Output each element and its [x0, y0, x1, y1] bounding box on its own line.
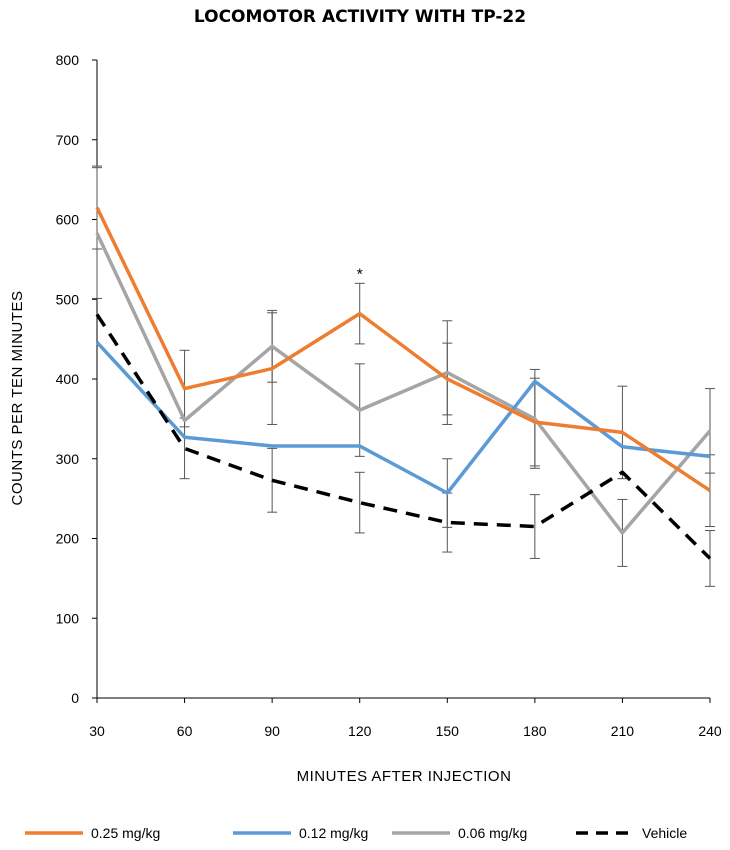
series-line-vehicle	[95, 313, 712, 560]
x-axis-title: MINUTES AFTER INJECTION	[297, 768, 512, 785]
chart-title: LOCOMOTOR ACTIVITY WITH TP-22	[194, 7, 526, 27]
y-tick-label: 600	[56, 212, 80, 228]
series-lines	[95, 206, 712, 560]
x-tick-label: 150	[436, 723, 460, 739]
x-tick-label: 30	[89, 723, 105, 739]
y-tick-label: 500	[56, 291, 80, 307]
y-tick-label: 100	[56, 610, 80, 626]
x-tick-label: 240	[698, 723, 722, 739]
legend: 0.25 mg/kg 0.12 mg/kg 0.06 mg/kg Vehicle	[25, 825, 687, 841]
x-tick-label: 90	[264, 723, 280, 739]
legend-label: 0.06 mg/kg	[458, 825, 527, 841]
y-axis-title: COUNTS PER TEN MINUTES	[9, 291, 26, 506]
x-tick-label: 60	[177, 723, 193, 739]
y-tick-label: 200	[56, 531, 80, 547]
series-line-0-06-mg-kg	[95, 232, 712, 535]
x-tick-label: 180	[523, 723, 547, 739]
series-line-0-12-mg-kg	[95, 341, 711, 495]
y-tick-label: 400	[56, 371, 80, 387]
legend-label: Vehicle	[642, 825, 687, 841]
series-line-0-25-mg-kg	[95, 206, 711, 493]
annotations: *	[357, 266, 363, 283]
y-tick-label: 800	[56, 52, 80, 68]
axes: 0 100 200 300 400 500 600 700 800 30 60 90 120 150 180…	[56, 52, 722, 739]
x-tick-label: 120	[348, 723, 372, 739]
error-bars	[92, 165, 715, 587]
y-tick-label: 300	[56, 451, 80, 467]
y-tick-label: 0	[71, 690, 79, 706]
legend-label: 0.12 mg/kg	[299, 825, 368, 841]
legend-label: 0.25 mg/kg	[91, 825, 160, 841]
x-tick-label: 210	[611, 723, 635, 739]
significance-asterisk: *	[357, 266, 363, 283]
y-tick-label: 700	[56, 132, 80, 148]
